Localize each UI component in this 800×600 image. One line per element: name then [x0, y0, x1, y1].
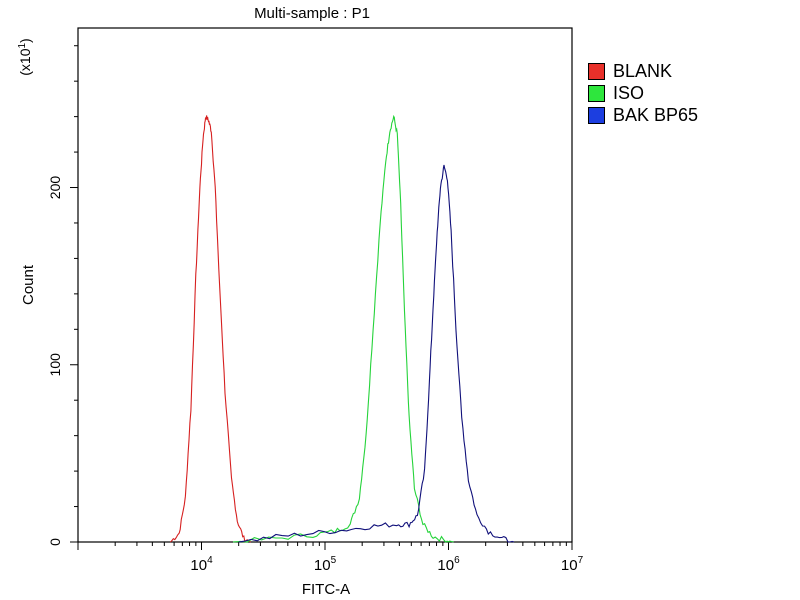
x-axis-label: FITC-A [302, 581, 350, 598]
series-line-bak-bp65 [238, 164, 515, 543]
y-tick-label: 100 [47, 353, 63, 377]
legend-item: ISO [588, 82, 698, 104]
series-line-blank [170, 115, 251, 543]
x-tick-label: 106 [437, 555, 460, 574]
legend: BLANK ISO BAK BP65 [588, 60, 698, 126]
legend-item: BLANK [588, 60, 698, 82]
chart-title: Multi-sample : P1 [254, 5, 370, 22]
legend-swatch [588, 106, 605, 124]
y-tick-label: 0 [47, 538, 63, 546]
legend-label: ISO [613, 82, 645, 103]
y-tick-label: 200 [47, 176, 63, 200]
legend-swatch [588, 62, 605, 80]
x-tick-label: 105 [314, 555, 337, 574]
series-line-iso [232, 114, 454, 543]
series-group [170, 114, 515, 543]
legend-label: BAK BP65 [613, 104, 699, 125]
legend-item: BAK BP65 [588, 104, 698, 126]
legend-swatch [588, 84, 605, 102]
plot-frame [77, 27, 573, 543]
axis-ticks: 104 105 106 107 0 100 200 [47, 45, 584, 574]
x-tick-label: 107 [561, 555, 584, 574]
legend-label: BLANK [613, 60, 673, 81]
x-tick-label: 104 [190, 555, 213, 574]
y-multiplier-label: (x101) [17, 38, 34, 75]
y-axis-label: Count [20, 264, 37, 305]
